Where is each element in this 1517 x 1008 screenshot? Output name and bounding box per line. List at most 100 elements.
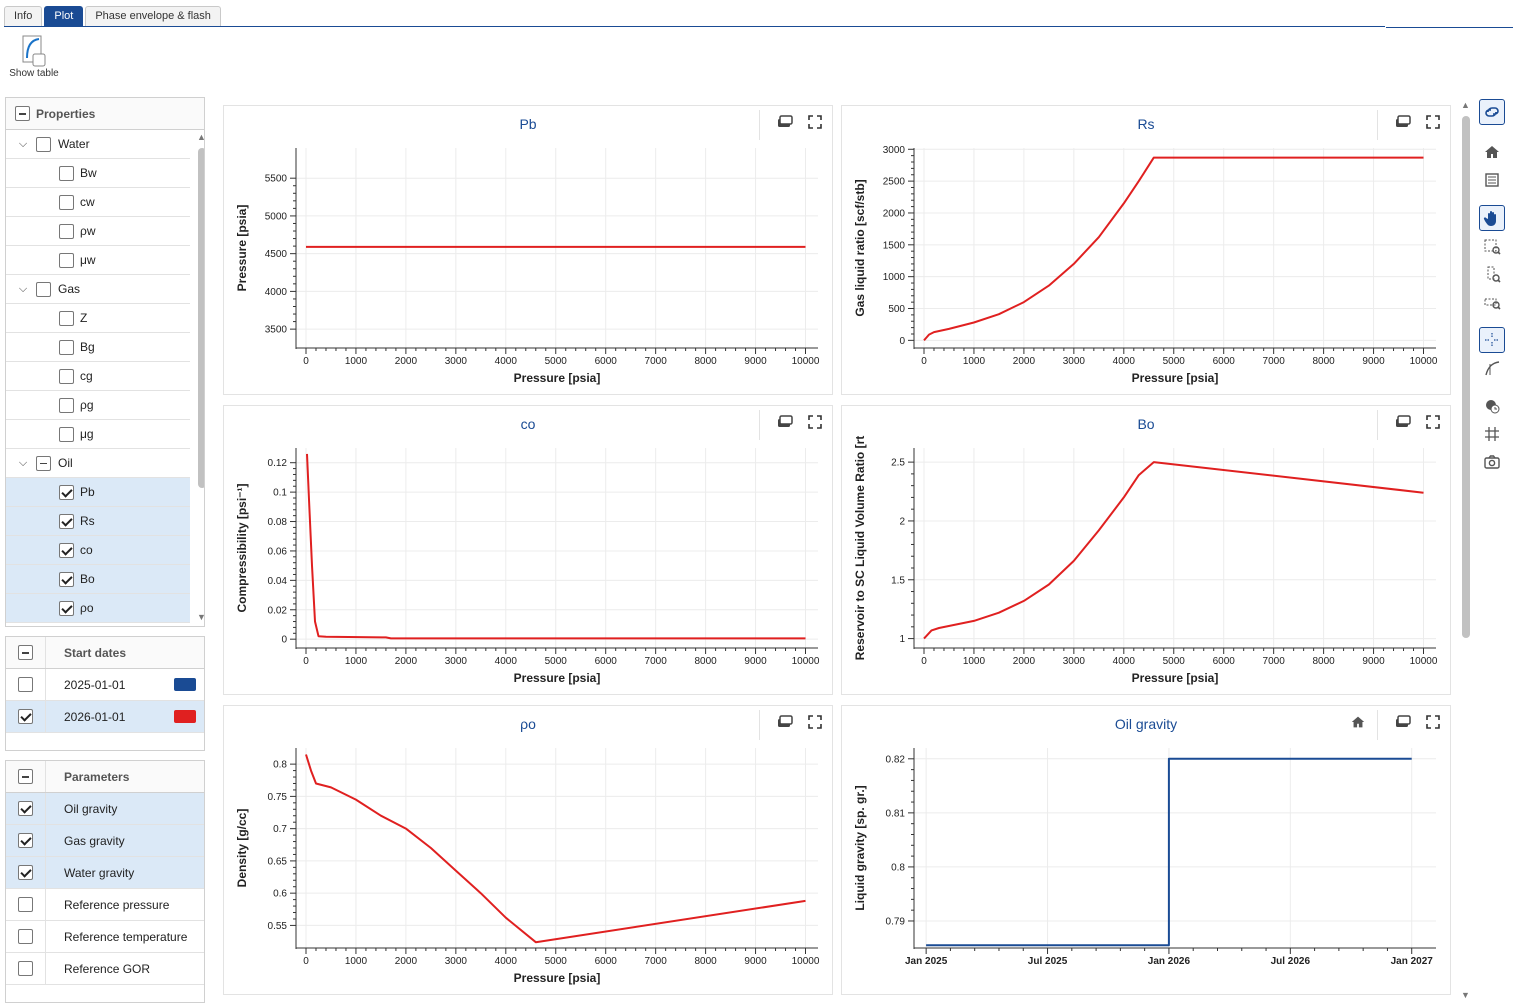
start-dates-select-all-checkbox[interactable] — [18, 645, 33, 660]
item-checkbox-bo[interactable] — [59, 571, 74, 587]
tree-item-rhow[interactable]: ρw — [6, 217, 190, 246]
plot-card[interactable]: Jan 2025 Jul 2025 Jan 2026 Jul 2026 Jan 2027… — [841, 705, 1451, 995]
scroll-down-icon[interactable]: ▼ — [1461, 990, 1470, 1000]
copy-to-clipboard-icon[interactable] — [1394, 114, 1412, 130]
parameter-checkbox[interactable] — [18, 833, 33, 848]
item-checkbox-cg[interactable] — [59, 368, 74, 384]
home-icon[interactable] — [1350, 714, 1366, 730]
item-checkbox-pb[interactable] — [59, 484, 74, 500]
item-checkbox-rhog[interactable] — [59, 397, 74, 413]
item-checkbox-mug[interactable] — [59, 426, 74, 442]
table-view-button[interactable] — [1479, 167, 1505, 193]
item-checkbox-rhow[interactable] — [59, 223, 74, 239]
parameter-row-reference-pressure[interactable]: Reference pressure — [6, 889, 204, 921]
tree-item-rhog[interactable]: ρg — [6, 391, 190, 420]
properties-scroll-thumb[interactable] — [198, 148, 204, 488]
tree-item-rhoo[interactable]: ρo — [6, 594, 190, 623]
properties-select-all-checkbox[interactable] — [15, 106, 30, 121]
tab-info[interactable]: Info — [4, 6, 43, 27]
fullscreen-icon[interactable] — [808, 715, 822, 729]
plot-card[interactable]: 0 1000 2000 3000 4000 5000 6000 7000 8000 9000 100… — [223, 105, 833, 395]
item-checkbox-muw[interactable] — [59, 252, 74, 268]
box-zoom-button[interactable] — [1479, 233, 1505, 259]
x-zoom-button[interactable] — [1479, 289, 1505, 315]
y-zoom-button[interactable] — [1479, 261, 1505, 287]
start-date-checkbox-2026[interactable] — [18, 709, 33, 724]
item-checkbox-rs[interactable] — [59, 513, 74, 529]
chevron-down-icon[interactable]: ⌵ — [18, 457, 28, 469]
parameter-checkbox[interactable] — [18, 801, 33, 816]
tree-item-muw[interactable]: μw — [6, 246, 190, 275]
plot-card[interactable]: 0 1000 2000 3000 4000 5000 6000 7000 8000 9000 100… — [841, 105, 1451, 395]
parameter-checkbox[interactable] — [18, 865, 33, 880]
color-swatch-red[interactable] — [174, 710, 196, 723]
group-checkbox-gas[interactable] — [36, 281, 51, 297]
crosshair-button[interactable] — [1479, 327, 1505, 353]
parameter-row-water-gravity[interactable]: Water gravity — [6, 857, 204, 889]
tree-item-rs[interactable]: Rs — [6, 507, 190, 536]
plot-card[interactable]: 0 1000 2000 3000 4000 5000 6000 7000 8000 9000 100… — [223, 405, 833, 695]
group-checkbox-water[interactable] — [36, 136, 51, 152]
tree-group-oil[interactable]: ⌵ Oil — [6, 449, 190, 478]
fullscreen-icon[interactable] — [808, 415, 822, 429]
copy-to-clipboard-icon[interactable] — [1394, 714, 1412, 730]
show-table-button[interactable]: Show table — [6, 34, 62, 79]
tree-item-cw[interactable]: cw — [6, 188, 190, 217]
copy-to-clipboard-icon[interactable] — [776, 114, 794, 130]
scroll-up-icon[interactable]: ▲ — [1461, 100, 1470, 110]
parameter-row-oil-gravity[interactable]: Oil gravity — [6, 793, 204, 825]
tree-item-bg[interactable]: Bg — [6, 333, 190, 362]
tab-plot[interactable]: Plot — [44, 6, 84, 27]
reset-view-button[interactable] — [1479, 139, 1505, 165]
plot-card[interactable]: 0 1000 2000 3000 4000 5000 6000 7000 8000 9000 100… — [841, 405, 1451, 695]
start-date-checkbox-2025[interactable] — [18, 677, 33, 692]
link-axes-button[interactable] — [1479, 99, 1505, 125]
chevron-down-icon[interactable]: ⌵ — [18, 283, 28, 295]
parameter-row-reference-gor[interactable]: Reference GOR — [6, 953, 204, 985]
fullscreen-icon[interactable] — [1426, 115, 1440, 129]
plot-card[interactable]: 0 1000 2000 3000 4000 5000 6000 7000 8000 9000 100… — [223, 705, 833, 995]
tree-item-co[interactable]: co — [6, 536, 190, 565]
item-checkbox-co[interactable] — [59, 542, 74, 558]
point-tool-button[interactable] — [1479, 393, 1505, 419]
tree-item-z[interactable]: Z — [6, 304, 190, 333]
fullscreen-icon[interactable] — [1426, 415, 1440, 429]
save-image-button[interactable] — [1479, 449, 1505, 475]
parameter-checkbox[interactable] — [18, 929, 33, 944]
item-checkbox-bw[interactable] — [59, 165, 74, 181]
parameter-checkbox[interactable] — [18, 961, 33, 976]
main-scroll-thumb[interactable] — [1462, 116, 1470, 638]
tree-group-water[interactable]: ⌵ Water — [6, 130, 190, 159]
item-checkbox-rhoo[interactable] — [59, 600, 74, 616]
parameter-checkbox[interactable] — [18, 897, 33, 912]
copy-to-clipboard-icon[interactable] — [776, 714, 794, 730]
tree-item-cg[interactable]: cg — [6, 362, 190, 391]
pan-button[interactable] — [1479, 205, 1505, 231]
tree-item-bo[interactable]: Bo — [6, 565, 190, 594]
copy-to-clipboard-icon[interactable] — [1394, 414, 1412, 430]
tree-item-bw[interactable]: Bw — [6, 159, 190, 188]
fullscreen-icon[interactable] — [808, 115, 822, 129]
scroll-down-icon[interactable]: ▼ — [197, 612, 204, 622]
start-date-row[interactable]: 2026-01-01 — [6, 701, 204, 733]
tab-phase-envelope-flash[interactable]: Phase envelope & flash — [85, 6, 221, 27]
main-scrollbar[interactable]: ▲ ▼ — [1460, 100, 1472, 1000]
tree-group-gas[interactable]: ⌵ Gas — [6, 275, 190, 304]
fullscreen-icon[interactable] — [1426, 715, 1440, 729]
item-checkbox-bg[interactable] — [59, 339, 74, 355]
tree-item-pb[interactable]: Pb — [6, 478, 190, 507]
parameters-select-all-checkbox[interactable] — [18, 769, 33, 784]
tree-item-mug[interactable]: μg — [6, 420, 190, 449]
parameter-row-gas-gravity[interactable]: Gas gravity — [6, 825, 204, 857]
chevron-down-icon[interactable]: ⌵ — [18, 138, 28, 150]
color-swatch-blue[interactable] — [174, 678, 196, 691]
item-checkbox-cw[interactable] — [59, 194, 74, 210]
item-checkbox-z[interactable] — [59, 310, 74, 326]
scroll-up-icon[interactable]: ▲ — [197, 132, 204, 142]
group-checkbox-oil[interactable] — [36, 455, 51, 471]
grid-toggle-button[interactable] — [1479, 421, 1505, 447]
parameter-row-reference-temperature[interactable]: Reference temperature — [6, 921, 204, 953]
properties-scrollbar[interactable]: ▲ ▼ — [196, 132, 204, 622]
hover-tool-button[interactable] — [1479, 355, 1505, 381]
copy-to-clipboard-icon[interactable] — [776, 414, 794, 430]
